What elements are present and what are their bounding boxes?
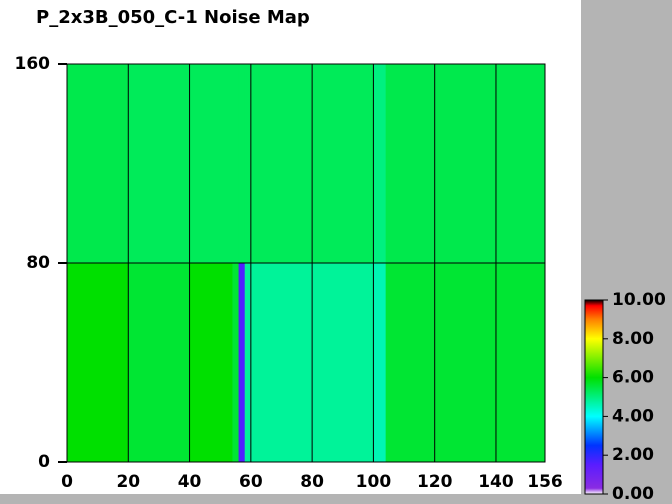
colorbar-tick-label: 2.00 (612, 445, 654, 465)
colorbar-tick-label: 0.00 (612, 484, 654, 504)
x-tick-label: 0 (61, 472, 73, 492)
heat-cell (238, 64, 246, 264)
y-tick-label: 80 (26, 253, 50, 273)
x-tick-label: 100 (356, 472, 392, 492)
chart-title: P_2x3B_050_C-1 Noise Map (36, 7, 310, 28)
heat-cell (244, 263, 374, 463)
heat-cell (189, 263, 233, 463)
heat-cell (189, 64, 233, 264)
heat-cell (373, 263, 387, 463)
colorbar-tick-label: 6.00 (612, 368, 654, 388)
heat-cell (232, 263, 240, 463)
heat-cell (244, 64, 374, 264)
heat-cell (385, 64, 546, 264)
x-tick-label: 40 (178, 472, 202, 492)
heat-cell (373, 64, 387, 264)
x-tick-label: 60 (239, 472, 263, 492)
colorbar-tick-label: 10.00 (612, 290, 666, 310)
x-tick-label: 156 (527, 472, 563, 492)
bottom-panel (0, 494, 672, 504)
y-tick-label: 160 (15, 54, 51, 74)
heat-cell (232, 64, 240, 264)
colorbar (584, 299, 604, 495)
heat-cell (128, 263, 191, 463)
x-tick-label: 20 (116, 472, 140, 492)
heat-cell (385, 263, 546, 463)
x-tick-label: 120 (417, 472, 453, 492)
y-tick-label: 0 (38, 452, 50, 472)
x-tick-label: 80 (300, 472, 324, 492)
colorbar-tick-label: 4.00 (612, 406, 654, 426)
heat-cell (67, 64, 129, 264)
heat-cell (67, 263, 129, 463)
x-tick-label: 140 (478, 472, 514, 492)
colorbar-tick-label: 8.00 (612, 329, 654, 349)
heat-cell (238, 263, 246, 463)
heat-cell (128, 64, 191, 264)
